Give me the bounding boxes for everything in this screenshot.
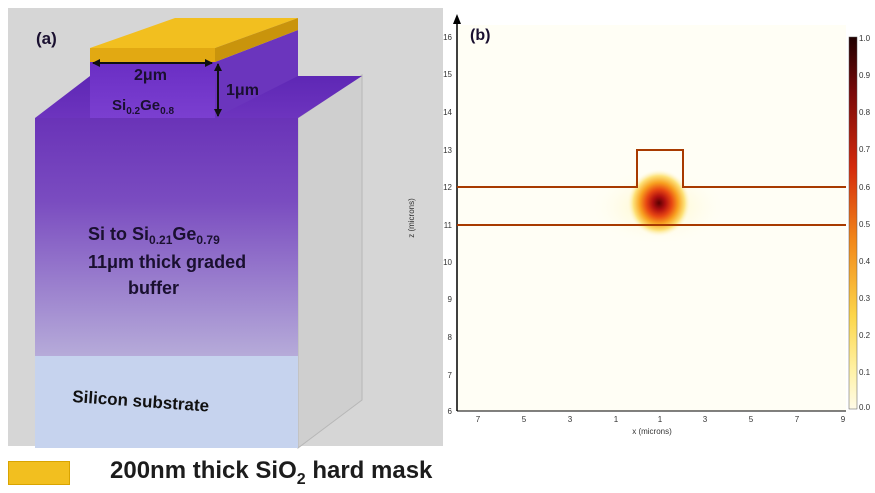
legend: 200nm thick SiO2 hard mask (8, 457, 433, 488)
buffer-label-line2: 11μm thick graded (88, 252, 246, 272)
x-tick-5: 1 (658, 415, 663, 424)
cb-tick-0.6: 0.6 (859, 183, 871, 192)
hard-mask-front (90, 48, 215, 62)
z-tick-13: 13 (443, 146, 452, 155)
x-tick-2: 5 (522, 415, 527, 424)
colorbar (848, 36, 858, 410)
ridge-side-face (215, 30, 298, 118)
z-axis-label: z (microns) (407, 198, 416, 238)
panel-a: (a) 2μm 1μm Si0.2Ge0.8 Si to Si0.21Ge0.7… (8, 8, 443, 449)
cb-tick-0.2: 0.2 (859, 331, 871, 340)
x-tick-9: 9 (841, 415, 846, 424)
cb-tick-0.7: 0.7 (859, 145, 871, 154)
z-tick-15: 15 (443, 70, 452, 79)
x-axis-label: x (microns) (632, 427, 672, 436)
x-tick-8: 7 (795, 415, 800, 424)
x-tick-3: 3 (568, 415, 573, 424)
z-tick-10: 10 (443, 258, 452, 267)
z-tick-7: 7 (448, 371, 453, 380)
ridge-height-label: 1μm (226, 82, 259, 99)
panel-a-label: (a) (36, 29, 57, 48)
cb-tick-0.4: 0.4 (859, 257, 871, 266)
block-side-face (298, 75, 362, 448)
hard-mask-swatch (8, 461, 70, 485)
buffer-front-face (35, 118, 298, 356)
x-tick-6: 3 (703, 415, 708, 424)
hard-mask-side (215, 18, 298, 62)
z-tick-6: 6 (448, 407, 453, 416)
mode-field (627, 169, 691, 237)
height-dimension (214, 63, 222, 117)
cb-tick-0.0: 0.0 (859, 403, 871, 412)
x-tick-1: 7 (476, 415, 481, 424)
legend-text: 200nm thick SiO2 hard mask (110, 457, 433, 488)
z-tick-9: 9 (448, 295, 453, 304)
ridge-front-face (90, 62, 215, 118)
cb-tick-0.3: 0.3 (859, 294, 871, 303)
ridge-outline (457, 149, 846, 188)
buffer-label-line3: buffer (128, 278, 179, 298)
z-tick-14: 14 (443, 108, 452, 117)
hard-mask-top (90, 18, 298, 48)
cb-tick-0.5: 0.5 (859, 220, 871, 229)
substrate-front-face (35, 356, 298, 448)
x-ticks: 7 5 3 1 1 3 5 7 9 (476, 415, 846, 424)
z-tick-8: 8 (448, 333, 453, 342)
z-tick-12: 12 (443, 183, 452, 192)
colorbar-ticks: 1.0 0.9 0.8 0.7 0.6 0.5 0.4 0.3 0.2 0.1 … (859, 34, 871, 412)
cb-tick-0.1: 0.1 (859, 368, 871, 377)
buffer-label-line1: Si to Si0.21Ge0.79 (88, 224, 220, 247)
panel-b-label: (b) (470, 27, 490, 44)
x-tick-4: 1 (614, 415, 619, 424)
cb-tick-0.9: 0.9 (859, 71, 871, 80)
ridge-material-label: Si0.2Ge0.8 (112, 97, 174, 117)
z-tick-11: 11 (444, 221, 453, 230)
cb-tick-0.8: 0.8 (859, 108, 871, 117)
width-dimension (92, 59, 213, 67)
ridge-width-label: 2μm (134, 67, 167, 84)
cb-tick-1.0: 1.0 (859, 34, 871, 43)
z-tick-16: 16 (443, 33, 452, 42)
z-ticks: 16 15 14 13 12 11 10 9 8 7 6 (443, 33, 452, 416)
panel-b: (b) 16 15 14 13 12 11 10 9 8 7 6 z (micr… (407, 14, 871, 436)
z-axis-arrow (453, 14, 461, 24)
x-tick-7: 5 (749, 415, 754, 424)
